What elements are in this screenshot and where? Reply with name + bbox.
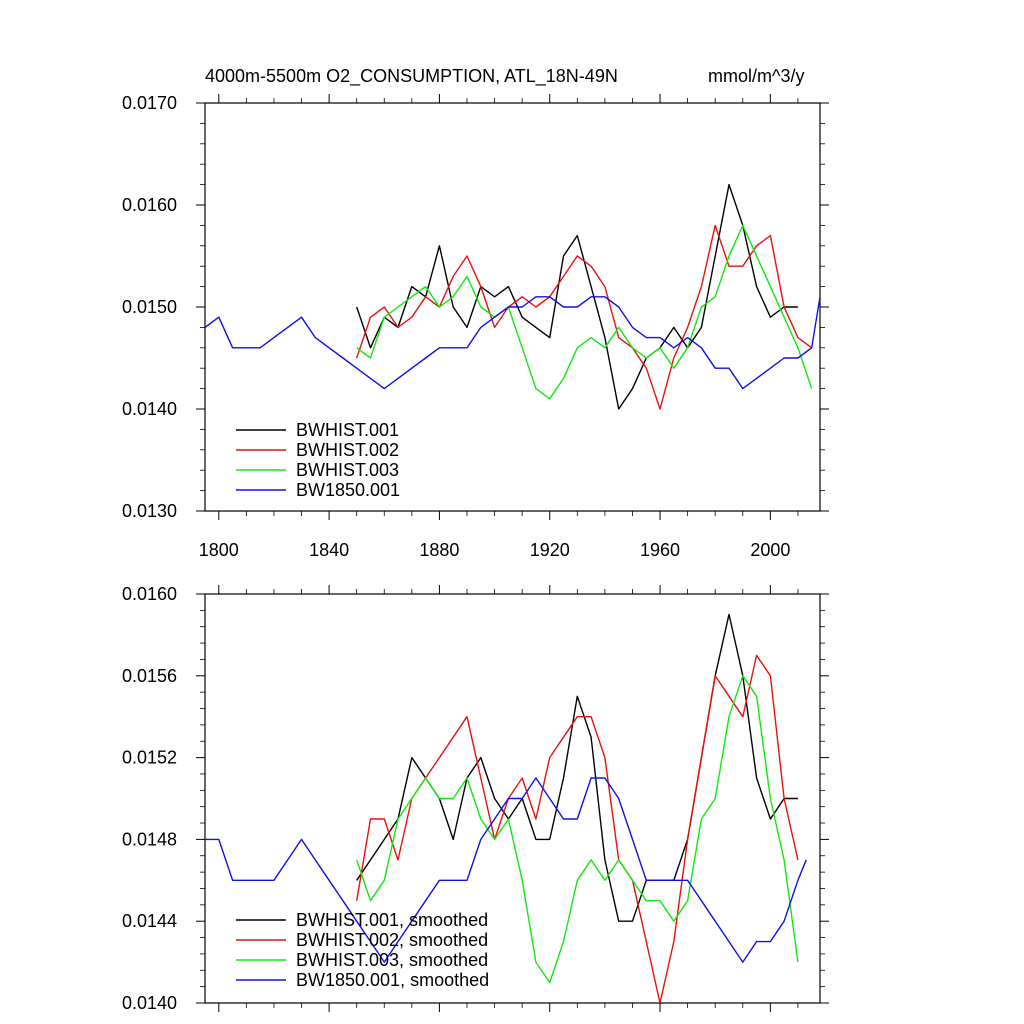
x-tick-label: 1840 [309,540,349,560]
chart-title: 4000m-5500m O2_CONSUMPTION, ATL_18N-49N [205,66,618,87]
legend-label: BWHIST.001, smoothed [296,910,488,930]
legend-label: BW1850.001, smoothed [296,970,489,990]
legend-label: BWHIST.003, smoothed [296,950,488,970]
series-group [205,183,820,410]
bottom-panel: 0.0140 0.0144 0.0148 0.0152 0.0156 0.0160 BWHI… [122,584,829,1013]
chart-units: mmol/m^3/y [708,66,804,86]
series-line-bw1850-001 [205,777,807,963]
series-line-bwhist-001 [356,613,798,922]
y-tick-label: 0.0140 [122,399,177,419]
y-tick-label: 0.0152 [122,748,177,768]
y-tick-label: 0.0160 [122,584,177,604]
x-tick-label: 1880 [419,540,459,560]
y-tick-label: 0.0144 [122,911,177,931]
y-tick-label: 0.0160 [122,195,177,215]
series-line-bwhist-002 [356,224,813,410]
y-tick-label: 0.0148 [122,829,177,849]
x-tick-label: 1920 [530,540,570,560]
legend-label: BWHIST.003 [296,460,399,480]
y-tick-label: 0.0156 [122,666,177,686]
series-line-bwhist-003 [356,224,813,400]
y-tick-label: 0.0130 [122,501,177,521]
legend-label: BWHIST.001 [296,420,399,440]
y-tick-label: 0.0150 [122,297,177,317]
series-group [205,613,807,1003]
x-tick-label: 1800 [199,540,239,560]
series-line-bw1850-001 [205,296,820,390]
x-tick-label: 2000 [750,540,790,560]
x-tick-label: 1960 [640,540,680,560]
series-line-bwhist-003 [356,675,799,984]
legend-label: BWHIST.002 [296,440,399,460]
y-tick-label: 0.0140 [122,993,177,1013]
legend-label: BW1850.001 [296,480,400,500]
plot-frame [204,593,821,1004]
legend-label: BWHIST.002, smoothed [296,930,488,950]
top-panel: 1800 1840 1880 1920 1960 2000 0.0130 0.0140 0.01… [122,93,829,560]
series-line-bwhist-001 [356,183,798,410]
y-tick-label: 0.0170 [122,93,177,113]
series-line-bwhist-002 [356,654,799,1003]
